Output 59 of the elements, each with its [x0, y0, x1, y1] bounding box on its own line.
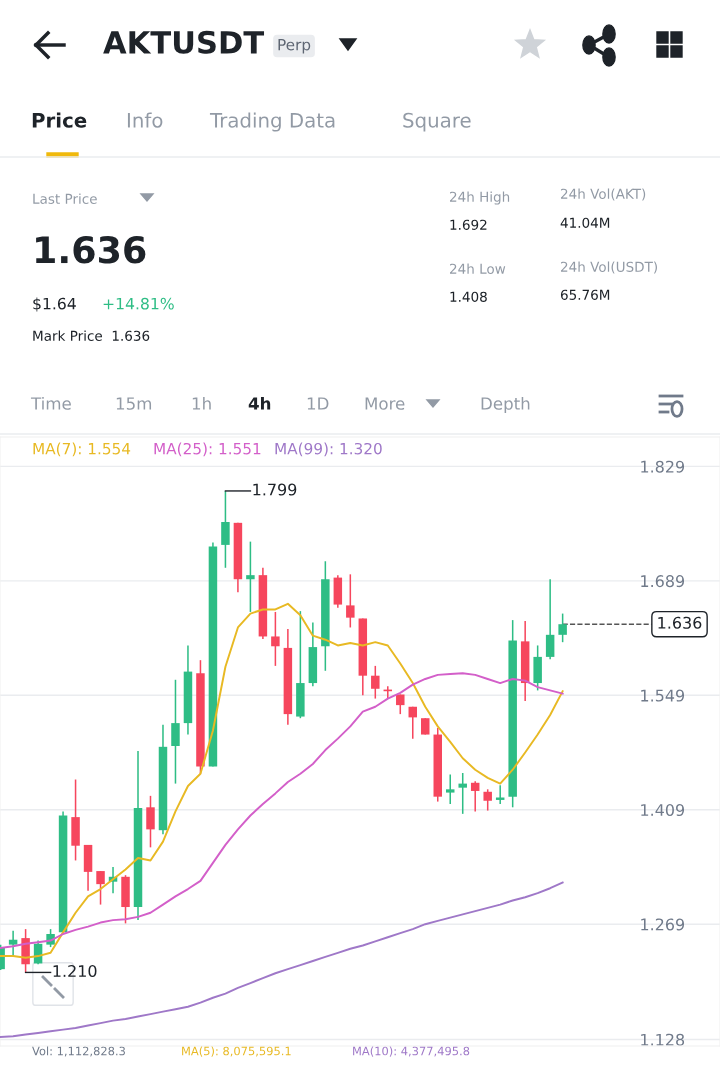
text: $1.64: [33, 297, 76, 312]
y-tick-label: 1.829: [641, 460, 685, 473]
ref-line-label: 1.636: [658, 616, 702, 629]
candlestick: [396, 693, 405, 715]
text: Depth: [481, 396, 530, 414]
text: 24h Vol(USDT): [560, 261, 657, 274]
candlestick: [458, 772, 467, 815]
text: 65.76M: [560, 289, 610, 300]
candlestick: [346, 573, 355, 629]
candlestick: [96, 870, 105, 906]
text: Square: [403, 112, 471, 132]
text: 1h: [192, 396, 211, 410]
annotation: 1.210: [53, 964, 97, 978]
text: 1.692: [450, 219, 487, 230]
y-tick-label: 1.128: [641, 1033, 685, 1046]
candlestick: [146, 795, 155, 849]
text: Trading Data: [209, 112, 335, 132]
candlestick: [371, 665, 380, 700]
annotation: 1.799: [253, 483, 297, 496]
text: 41.04M: [560, 217, 610, 228]
text: Time: [30, 396, 71, 410]
y-tick-label: 1.549: [641, 689, 685, 702]
text: Info: [127, 112, 163, 128]
candlestick: [558, 612, 567, 643]
text: MA(7): 1.554: [33, 442, 131, 457]
text: 1D: [307, 397, 329, 410]
text: Price: [32, 112, 87, 128]
text: 15m: [116, 397, 152, 410]
chart-title: AKTUSDT: [103, 30, 265, 54]
text: MA(25): 1.551: [154, 442, 261, 457]
candlestick: [246, 540, 255, 613]
y-tick-label: 1.269: [641, 918, 685, 931]
text: MA(99): 1.320: [275, 442, 382, 457]
candlestick: [495, 784, 505, 805]
text: Vol: 1,112,828.3: [32, 1046, 125, 1057]
text: 1.408: [450, 291, 487, 302]
text: Mark Price 1.636: [33, 330, 150, 341]
text: 4h: [248, 396, 271, 410]
y-tick-label: 1.689: [641, 575, 685, 588]
y-tick-label: 1.409: [641, 803, 685, 817]
candlestick: [445, 773, 455, 805]
candlestick: [8, 929, 18, 957]
text: 24h High: [449, 191, 510, 205]
candlestick: [271, 611, 280, 667]
candlestick: [171, 679, 180, 785]
text: MA(5): 8,075,595.1: [182, 1046, 291, 1057]
line-series: [0, 881, 564, 1038]
chart-subtitle: Perp: [278, 39, 311, 54]
text: 24h Low: [449, 263, 506, 274]
candlestick: [545, 578, 555, 661]
text: MA(10): 4,377,495.8: [353, 1046, 470, 1057]
text: 1.636: [36, 236, 146, 264]
text: +14.81%: [103, 297, 174, 310]
candlestick: [470, 780, 480, 813]
candlestick: [221, 490, 230, 569]
text: Last Price: [33, 193, 97, 204]
text: More: [365, 397, 405, 410]
text: 24h Vol(AKT): [560, 188, 646, 201]
candlestick: [483, 788, 492, 812]
